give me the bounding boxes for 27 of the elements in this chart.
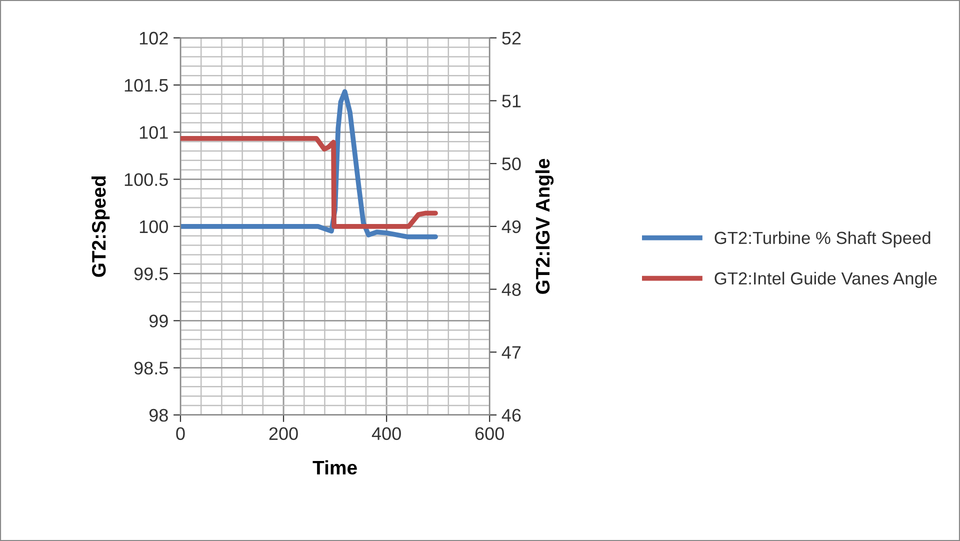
y-tick-label: 98.5 — [134, 362, 168, 375]
y2-axis-title: GT2:IGV Angle — [535, 158, 554, 294]
y2-tick-label: 50 — [502, 157, 521, 170]
y2-tick-label: 46 — [502, 408, 521, 422]
y-tick-label: 100 — [140, 220, 168, 234]
x-tick-label: 400 — [372, 427, 401, 440]
y-axis-title: GT2:Speed — [91, 176, 110, 277]
x-tick-label: 0 — [176, 427, 185, 440]
y-tick-label: 99.5 — [134, 267, 168, 280]
line-series — [180, 136, 438, 229]
y-tick-label: 102 — [140, 32, 168, 45]
x-tick-label: 600 — [475, 427, 504, 440]
line-series — [180, 89, 438, 240]
y-tick-label: 99 — [149, 314, 168, 328]
y2-tick-label: 47 — [502, 346, 521, 359]
y-tick-label: 101.5 — [124, 78, 168, 92]
x-tick-label: 200 — [269, 427, 298, 440]
y2-tick-label: 48 — [502, 283, 521, 296]
x-axis-title: Time — [312, 460, 357, 475]
y2-tick-label: 49 — [502, 220, 521, 234]
y-tick-label: 101 — [140, 126, 168, 139]
y-tick-label: 100.5 — [124, 173, 168, 186]
legend-label: GT2:Turbine % Shaft Speed — [714, 231, 930, 248]
y-tick-label: 98 — [149, 408, 168, 422]
y2-tick-label: 52 — [502, 32, 521, 45]
y2-tick-label: 51 — [502, 94, 521, 108]
legend-label: GT2:Intel Guide Vanes Angle — [714, 272, 937, 288]
